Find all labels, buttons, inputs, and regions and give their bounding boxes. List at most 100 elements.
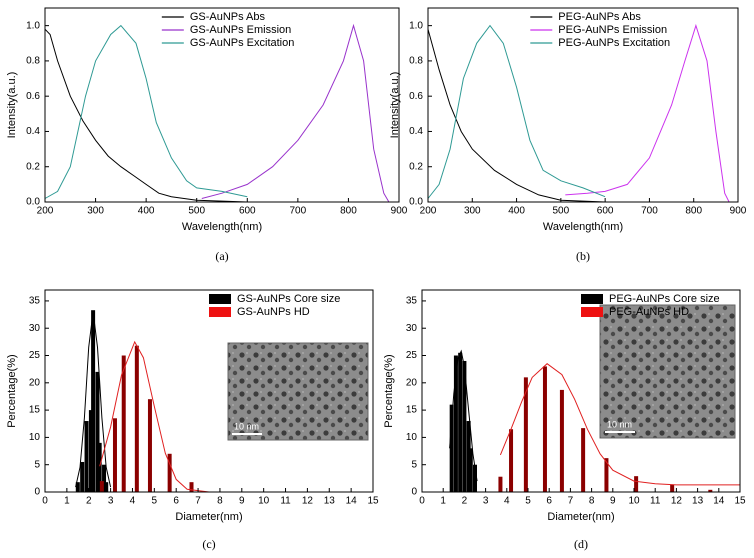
y-tick-label: 25 — [406, 350, 418, 361]
x-tick-label: 15 — [367, 496, 379, 507]
x-tick-label: 1 — [440, 496, 446, 507]
data-line — [565, 23, 730, 203]
x-tick-label: 12 — [302, 496, 314, 507]
bar — [91, 310, 96, 492]
x-axis-label: Wavelength(nm) — [182, 221, 262, 233]
data-line — [44, 28, 399, 203]
x-tick-label: 0 — [42, 496, 48, 507]
panel — [449, 349, 740, 492]
x-axis-label: Diameter(nm) — [547, 511, 614, 523]
bar — [121, 355, 126, 492]
bar — [97, 442, 102, 492]
x-tick-label: 9 — [610, 496, 616, 507]
x-tick-label: 600 — [597, 206, 614, 217]
y-tick-label: 20 — [406, 377, 418, 388]
x-tick-label: 1 — [64, 496, 70, 507]
panel — [44, 23, 399, 203]
axes: 0 1 2 3 4 5 6 7 8 9 10 11 12 13 14 1505101520253035Diam… — [6, 289, 379, 551]
x-tick-label: 9 — [239, 496, 245, 507]
bar — [102, 464, 107, 492]
panel — [427, 23, 738, 203]
legend-swatch — [581, 307, 603, 317]
x-tick-label: 200 — [37, 206, 54, 217]
x-tick-label: 13 — [324, 496, 336, 507]
data-line — [99, 340, 210, 493]
x-tick-label: 600 — [239, 206, 256, 217]
x-tick-label: 800 — [685, 206, 702, 217]
bar — [559, 389, 564, 492]
x-tick-label: 4 — [130, 496, 136, 507]
y-tick-label: 10 — [29, 432, 41, 443]
data-line — [427, 24, 606, 199]
x-tick-label: 700 — [641, 206, 658, 217]
x-tick-label: 11 — [280, 496, 291, 507]
y-tick-label: 0.8 — [26, 56, 40, 67]
legend-label: GS-AuNPs Excitation — [190, 37, 295, 49]
y-tick-label: 0.4 — [409, 126, 423, 137]
bar — [134, 345, 139, 492]
bar — [473, 464, 477, 492]
legend-label: PEG-AuNPs Abs — [558, 11, 641, 23]
legend-label: GS-AuNPs Abs — [190, 11, 266, 23]
x-tick-label: 200 — [420, 206, 437, 217]
bar — [449, 404, 454, 492]
legend-label: PEG-AuNPs Core size — [609, 293, 720, 305]
bar — [147, 399, 152, 492]
x-tick-label: 12 — [671, 496, 683, 507]
bar — [88, 410, 93, 492]
y-tick-label: 15 — [406, 405, 418, 416]
plot-frame — [44, 7, 400, 203]
scale-bar-label: 10 nm — [607, 419, 632, 429]
bar — [542, 366, 547, 492]
x-tick-label: 3 — [483, 496, 489, 507]
caption: (d) — [574, 537, 588, 551]
y-tick-label: 0.6 — [409, 91, 423, 102]
x-tick-label: 7 — [568, 496, 574, 507]
y-axis-label: Intensity(a.u.) — [389, 72, 401, 139]
y-tick-label: 30 — [29, 323, 41, 334]
y-tick-label: 20 — [29, 377, 41, 388]
bar — [75, 482, 80, 492]
bar — [634, 476, 639, 492]
x-tick-label: 14 — [713, 496, 725, 507]
y-tick-label: 0.6 — [26, 91, 40, 102]
x-tick-label: 500 — [553, 206, 570, 217]
y-tick-label: 0.0 — [409, 197, 423, 208]
y-tick-label: 10 — [406, 432, 418, 443]
y-tick-label: 5 — [34, 459, 40, 470]
bar — [99, 481, 104, 492]
x-tick-label: 900 — [391, 206, 408, 217]
axes: 0 1 2 3 4 5 6 7 8 9 10 11 12 13 14 1505101520253035Diam… — [383, 289, 746, 551]
bar — [498, 476, 503, 492]
data-line — [75, 311, 112, 488]
bar — [189, 482, 194, 492]
legend-label: PEG-AuNPs Emission — [558, 24, 667, 36]
x-tick-label: 6 — [173, 496, 179, 507]
x-tick-label: 300 — [464, 206, 481, 217]
bar — [458, 352, 463, 492]
bar — [84, 421, 89, 492]
x-tick-label: 13 — [692, 496, 704, 507]
panel — [75, 310, 210, 493]
bar — [466, 421, 471, 492]
y-axis-label: Percentage(%) — [6, 354, 18, 427]
plot-frame — [421, 289, 741, 493]
bar — [708, 489, 713, 492]
x-axis-label: Diameter(nm) — [175, 511, 242, 523]
bar — [604, 458, 609, 492]
bar — [670, 484, 675, 492]
axes: 200 300 400 500 600 700 800 900 0.0 0.2 0.4 0.6 0.8 1… — [6, 7, 408, 263]
data-line — [427, 29, 738, 203]
y-tick-label: 0.0 — [26, 197, 40, 208]
y-tick-label: 25 — [29, 350, 41, 361]
y-tick-label: 35 — [29, 296, 41, 307]
data-line — [201, 23, 390, 203]
x-tick-label: 700 — [290, 206, 307, 217]
bar — [104, 482, 109, 492]
bar — [523, 377, 528, 492]
x-tick-label: 0 — [419, 496, 425, 507]
plot-frame — [44, 289, 374, 493]
x-tick-label: 800 — [340, 206, 357, 217]
